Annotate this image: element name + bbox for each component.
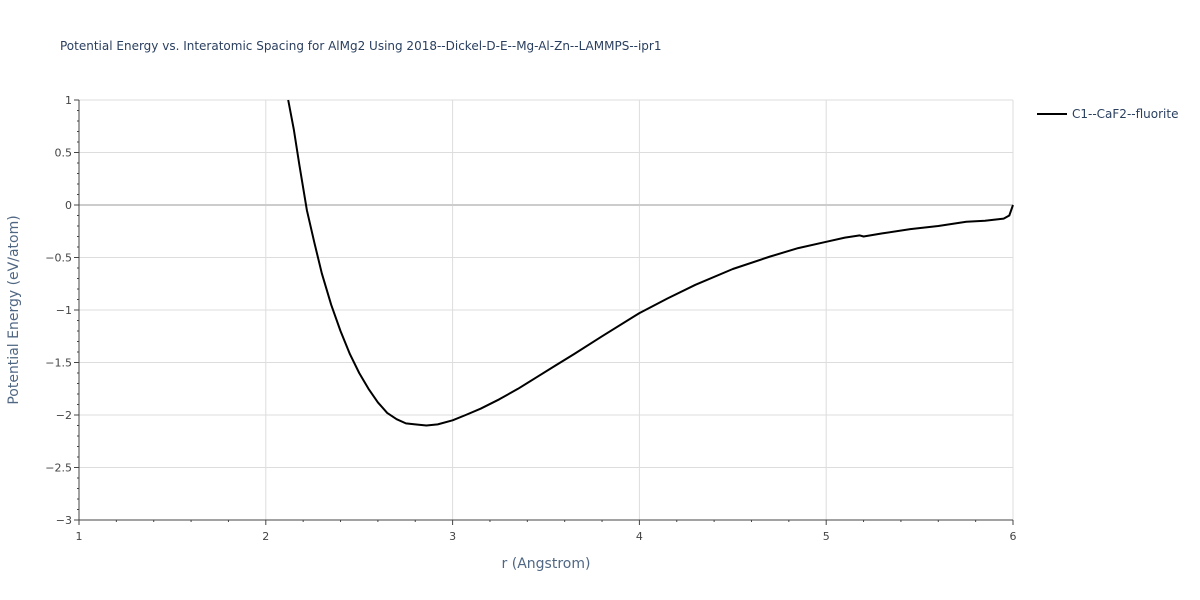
series-line[interactable] [287,99,1014,427]
chart-title: Potential Energy vs. Interatomic Spacing… [60,39,662,53]
y-tick-label: −2 [56,409,72,422]
x-tick-label: 5 [823,530,830,543]
x-tick-label: 3 [449,530,456,543]
axes: 1 2 3 4 5 6 1 0.5 0 −0.5 −1 −1.5 −2 −2.5 −3 [45,94,1016,543]
x-tick-label: 2 [262,530,269,543]
grid-lines [79,99,1014,520]
x-axis-title: r (Angstrom) [502,556,591,572]
y-tick-label: 0.5 [55,147,73,160]
legend-label: C1--CaF2--fluorite [1072,107,1178,121]
y-tick-label: −1.5 [45,357,72,370]
plot-area [287,99,1014,427]
legend[interactable]: C1--CaF2--fluorite [1037,107,1178,121]
y-tick-label: −2.5 [45,462,72,475]
x-tick-label: 6 [1010,530,1017,543]
x-tick-label: 1 [76,530,83,543]
y-tick-label: −0.5 [45,252,72,265]
x-tick-label: 4 [636,530,643,543]
y-tick-label: −3 [56,514,72,527]
y-tick-label: 1 [65,94,72,107]
y-tick-label: 0 [65,199,72,212]
y-tick-label: −1 [56,304,72,317]
y-axis-title: Potential Energy (eV/atom) [6,215,22,404]
